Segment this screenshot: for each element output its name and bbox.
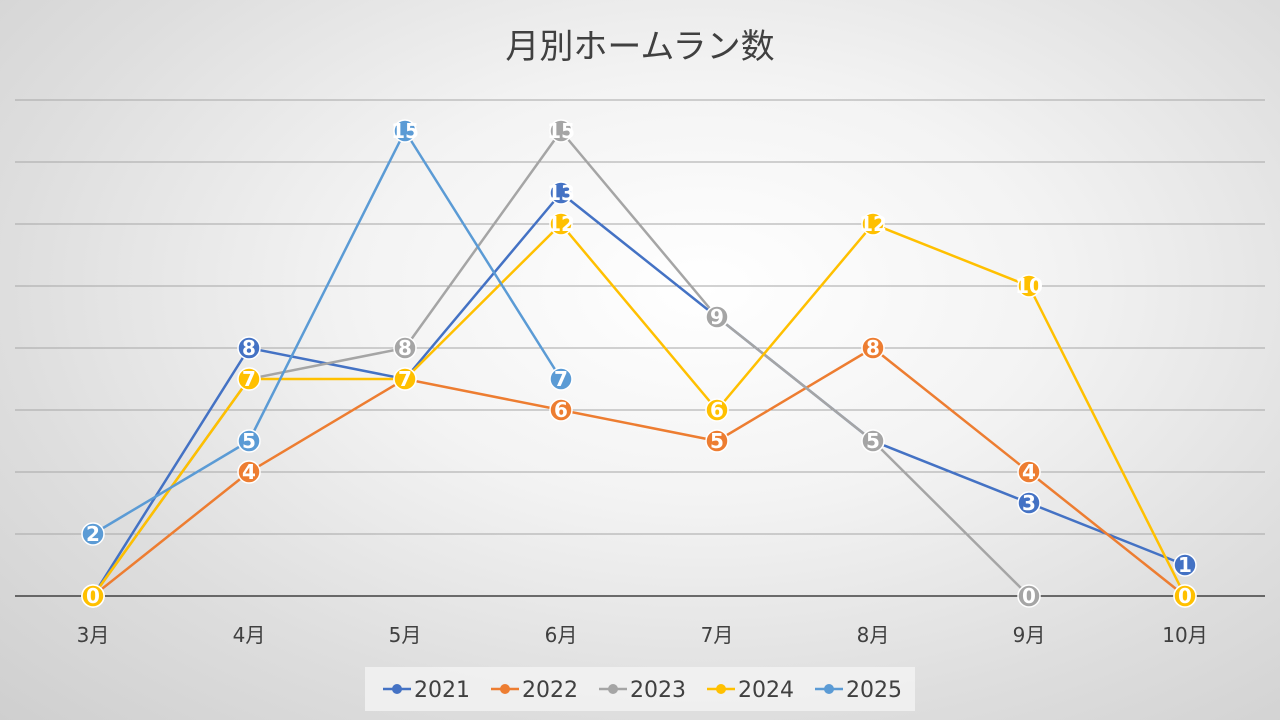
legend-label-2022: 2022 xyxy=(522,678,578,703)
data-label-2023: 9 xyxy=(710,305,724,329)
x-tick-label: 8月 xyxy=(857,623,890,647)
legend-label-2021: 2021 xyxy=(414,678,470,703)
data-label-2023: 5 xyxy=(866,429,880,453)
data-point-2022 xyxy=(237,460,261,484)
data-label-2021: 13 xyxy=(547,181,575,205)
data-label-2025: 2 xyxy=(86,522,100,546)
data-label-2024: 0 xyxy=(86,584,100,608)
data-point-2025 xyxy=(81,522,105,546)
legend-marker-2023 xyxy=(608,684,618,694)
data-label-2023: 15 xyxy=(547,119,575,143)
legend-label-2025: 2025 xyxy=(846,678,902,703)
data-label-2023: 0 xyxy=(1022,584,1036,608)
data-point-2024 xyxy=(393,367,417,391)
data-point-2023 xyxy=(705,305,729,329)
data-label-2024: 0 xyxy=(1178,584,1192,608)
data-label-2025: 7 xyxy=(554,367,568,391)
data-label-2022: 4 xyxy=(242,460,256,484)
x-axis: 3月 4月 5月 6月 7月 8月 9月 10月 xyxy=(15,595,1265,647)
data-point-2024 xyxy=(237,367,261,391)
data-point-2021 xyxy=(1173,553,1197,577)
data-point-2021 xyxy=(1017,491,1041,515)
data-label-2024: 12 xyxy=(859,212,887,236)
series-line-2022 xyxy=(92,346,1186,597)
data-label-2021: 1 xyxy=(1178,553,1192,577)
legend-marker-2021 xyxy=(392,684,402,694)
data-label-2023: 8 xyxy=(398,336,412,360)
data-point-2022 xyxy=(705,429,729,453)
data-point-2023 xyxy=(549,119,573,143)
legend-marker-2025 xyxy=(824,684,834,694)
series-line-2025 xyxy=(92,129,563,536)
legend: 2021 2022 2023 2024 2025 xyxy=(365,667,915,711)
data-point-2024 xyxy=(1017,274,1041,298)
x-tick-label: 6月 xyxy=(545,623,578,647)
data-point-2022 xyxy=(1017,460,1041,484)
data-point-2024 xyxy=(81,584,105,608)
data-label-2024: 7 xyxy=(242,367,256,391)
data-point-2022 xyxy=(861,336,885,360)
data-label-2024: 7 xyxy=(398,367,412,391)
data-point-2025 xyxy=(237,429,261,453)
data-point-2023 xyxy=(1017,584,1041,608)
series-line-2024 xyxy=(91,222,1187,597)
data-point-2023 xyxy=(861,429,885,453)
data-point-2024 xyxy=(1173,584,1197,608)
data-label-2021: 3 xyxy=(1022,491,1036,515)
data-point-2024 xyxy=(861,212,885,236)
legend-label-2024: 2024 xyxy=(738,678,794,703)
data-point-2025 xyxy=(549,367,573,391)
x-tick-label: 9月 xyxy=(1013,623,1046,647)
legend-marker-2024 xyxy=(716,684,726,694)
data-point-2021 xyxy=(237,336,261,360)
x-tick-label: 10月 xyxy=(1162,623,1207,647)
x-tick-label: 4月 xyxy=(233,623,266,647)
data-point-2021 xyxy=(549,181,573,205)
series-markers: 0871395310476584007815950077126121002515… xyxy=(81,119,1197,608)
data-point-2024 xyxy=(705,398,729,422)
data-label-2022: 4 xyxy=(1022,460,1036,484)
data-label-2021: 8 xyxy=(242,336,256,360)
series-lines xyxy=(91,129,1187,597)
data-label-2024: 10 xyxy=(1015,274,1043,298)
series-line-2021 xyxy=(91,191,1186,597)
x-tick-label: 5月 xyxy=(389,623,422,647)
data-point-2022 xyxy=(549,398,573,422)
data-point-2024 xyxy=(549,212,573,236)
data-label-2022: 5 xyxy=(710,429,724,453)
legend-label-2023: 2023 xyxy=(630,678,686,703)
data-label-2025: 15 xyxy=(391,119,419,143)
data-point-2023 xyxy=(393,336,417,360)
data-label-2025: 5 xyxy=(242,429,256,453)
data-point-2025 xyxy=(393,119,417,143)
x-tick-label: 3月 xyxy=(77,623,110,647)
data-label-2022: 8 xyxy=(866,336,880,360)
data-label-2024: 12 xyxy=(547,212,575,236)
data-label-2022: 6 xyxy=(554,398,568,422)
legend-marker-2022 xyxy=(500,684,510,694)
chart-title: 月別ホームラン数 xyxy=(505,27,774,67)
x-tick-label: 7月 xyxy=(701,623,734,647)
data-label-2024: 6 xyxy=(710,398,724,422)
